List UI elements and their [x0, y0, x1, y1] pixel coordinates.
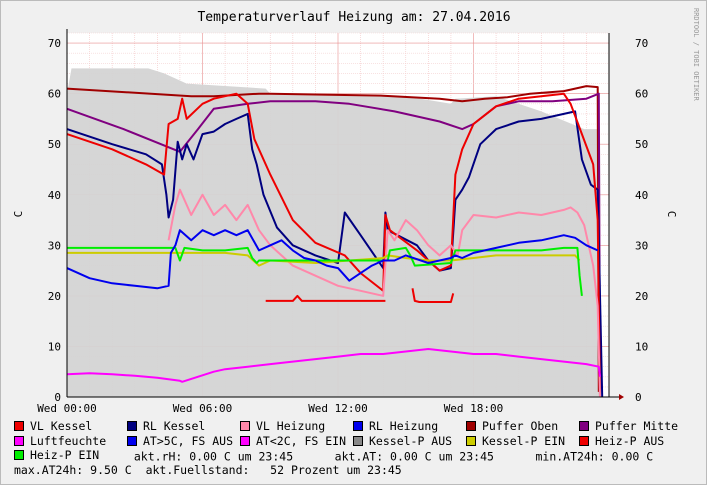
legend-item: RL Heizung	[353, 419, 466, 434]
legend-item: Luftfeuchte	[14, 434, 127, 449]
series-rl-kessel	[66, 110, 604, 398]
y-tick-label-right: 60	[635, 88, 648, 101]
legend-swatch	[127, 421, 137, 432]
area-kessel-p-aus	[67, 68, 602, 398]
legend-item: AT>5C, FS AUS	[127, 434, 240, 449]
legend-label: Puffer Oben	[482, 419, 559, 433]
series-puffer-mitte	[66, 92, 601, 392]
legend-label: Kessel-P AUS	[369, 433, 453, 448]
x-tick-label: Wed 18:00	[444, 402, 504, 415]
legend-swatch	[353, 435, 363, 446]
series-kessel-p-ein	[67, 251, 581, 267]
legend-swatch	[14, 421, 24, 432]
series-vl-heizung	[167, 188, 601, 398]
legend-swatch	[14, 450, 24, 461]
legend: VL Kessel RL Kessel VL Heizung RL Heizung Pu…	[14, 419, 692, 477]
series-luftfeuchte	[66, 348, 601, 383]
y-tick-label-right: 0	[635, 391, 642, 404]
y-axis-label-right: C	[665, 211, 678, 218]
y-tick-label-right: 50	[635, 138, 648, 151]
legend-swatch	[14, 435, 24, 446]
legend-swatch	[579, 435, 589, 446]
legend-swatch	[466, 435, 476, 446]
y-tick-label-right: 20	[635, 290, 648, 303]
y-tick-label-right: 10	[635, 340, 648, 353]
legend-label: Heiz-P AUS	[595, 433, 665, 448]
series-kessel-p-aus	[265, 294, 386, 302]
y-tick-label: 70	[48, 37, 61, 50]
x-tick-label: Wed 00:00	[37, 402, 97, 415]
x-tick-label: Wed 06:00	[173, 402, 233, 415]
legend-label: Heiz-P EIN	[30, 448, 100, 462]
legend-item: Kessel-P AUS	[353, 434, 466, 449]
series-heiz-p-aus	[411, 288, 455, 303]
y-tick-label: 20	[48, 290, 61, 303]
y-tick-label: 60	[48, 88, 61, 101]
legend-label: AT<2C, FS EIN	[256, 433, 347, 448]
y-tick-label: 10	[48, 340, 61, 353]
chart-title: Temperaturverlauf Heizung am: 27.04.2016	[197, 10, 510, 25]
legend-swatch	[579, 421, 589, 432]
legend-label: AT>5C, FS AUS	[143, 433, 234, 448]
akt-at-readout: akt.AT: 0.00 C um 23:45	[334, 449, 494, 464]
y-tick-label: 0	[54, 391, 61, 404]
legend-item: VL Heizung	[240, 419, 353, 434]
max-at24h-readout: max.AT24h: 9.50 C	[14, 462, 132, 477]
legend-item: Kessel-P EIN	[466, 434, 579, 449]
legend-item: VL Kessel	[14, 419, 127, 434]
legend-item: Puffer Mitte	[579, 419, 692, 434]
y-tick-label: 40	[48, 189, 61, 202]
legend-label: Puffer Mitte	[595, 419, 679, 433]
legend-label: VL Kessel	[30, 419, 93, 433]
legend-row: VL Kessel RL Kessel VL Heizung RL Heizung Pu…	[14, 419, 692, 434]
legend-row: max.AT24h: 9.50 C akt.Fuellstand: 52 Pro…	[14, 463, 692, 478]
y-axis-label-left: C	[12, 211, 25, 218]
akt-rh-readout: akt.rH: 0.00 C um 23:45	[133, 449, 294, 464]
legend-swatch	[240, 435, 250, 446]
legend-swatch	[466, 421, 476, 432]
legend-label: RL Heizung	[369, 419, 439, 433]
legend-swatch	[353, 421, 363, 432]
legend-item: Puffer Oben	[466, 419, 579, 434]
legend-row: Heiz-P EIN akt.rH: 0.00 C um 23:45 akt.A…	[14, 448, 692, 463]
legend-label: Luftfeuchte	[30, 433, 107, 448]
legend-row: Luftfeuchte AT>5C, FS AUS AT<2C, FS EIN Kes…	[14, 434, 692, 449]
y-tick-label-right: 40	[635, 189, 648, 202]
legend-item: AT<2C, FS EIN	[240, 434, 353, 449]
legend-label: VL Heizung	[256, 419, 326, 433]
legend-item: RL Kessel	[127, 419, 240, 434]
watermark: RRDTOOL / TOBI OETIKER	[692, 8, 700, 102]
series-rl-heizung	[66, 229, 599, 290]
legend-swatch	[240, 421, 250, 432]
akt-fuellstand-readout: akt.Fuellstand: 52 Prozent um 23:45	[145, 462, 402, 477]
y-tick-label: 50	[48, 138, 61, 151]
legend-label: Kessel-P EIN	[482, 433, 566, 448]
y-tick-label-right: 70	[635, 37, 648, 50]
x-axis-arrow	[619, 394, 624, 400]
y-tick-label: 30	[48, 239, 61, 252]
min-at24h-readout: min.AT24h: 0.00 C	[535, 449, 654, 464]
legend-item: Heiz-P AUS	[579, 434, 692, 449]
legend-label: RL Kessel	[143, 419, 206, 433]
y-tick-label-right: 30	[635, 239, 648, 252]
legend-swatch	[127, 435, 137, 446]
x-tick-label: Wed 12:00	[308, 402, 368, 415]
